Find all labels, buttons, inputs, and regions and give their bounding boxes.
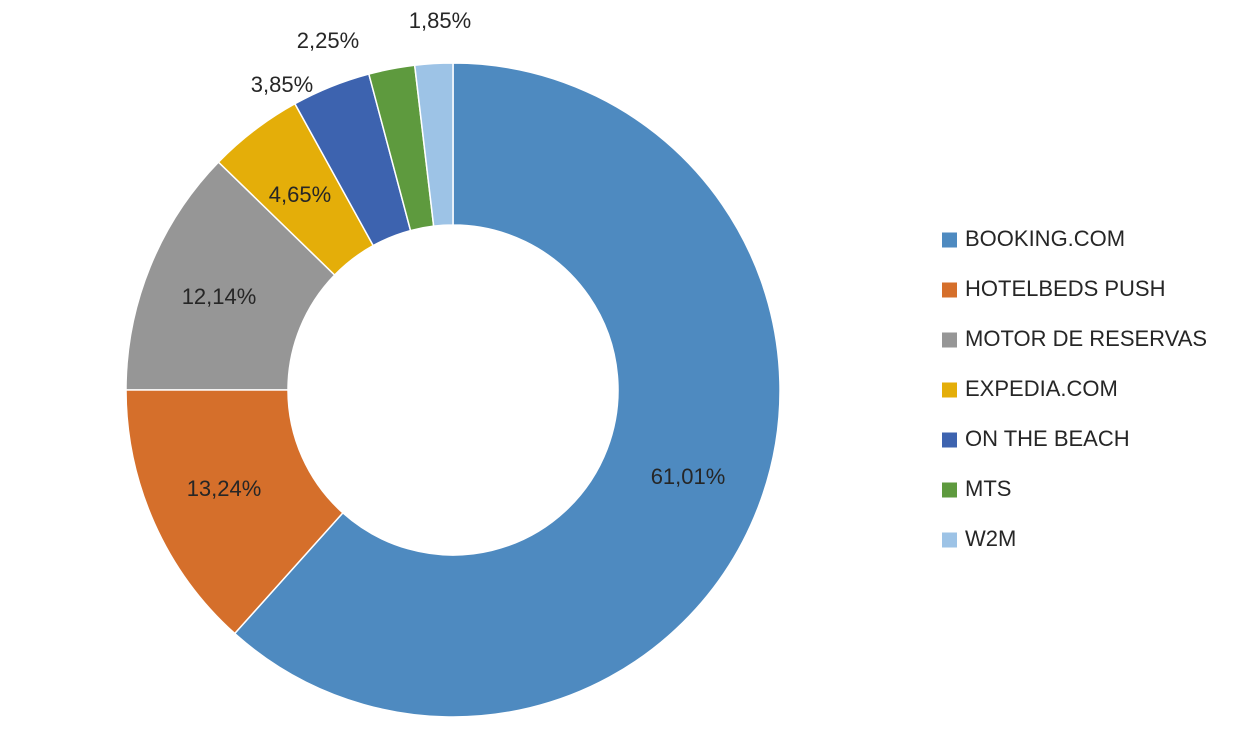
legend-swatch-expedia-com <box>942 382 957 398</box>
data-label-hotelbeds-push: 13,24% <box>187 476 262 501</box>
legend-swatch-on-the-beach <box>942 432 957 448</box>
chart-data-labels: 61,01% 13,24% 12,14% 4,65% 3,85% 2,25% 1,85% <box>182 8 726 501</box>
data-label-on-the-beach: 3,85% <box>251 72 313 97</box>
legend-swatch-w2m <box>942 532 957 548</box>
legend-swatch-booking-com <box>942 232 957 248</box>
slice-motor-de-reservas <box>125 161 336 391</box>
legend-label-motor-de-reservas: MOTOR DE RESERVAS <box>965 326 1207 351</box>
data-label-mts: 2,25% <box>297 28 359 53</box>
slice-hotelbeds-push <box>125 389 344 635</box>
legend-label-w2m: W2M <box>965 526 1016 551</box>
slice-booking-com <box>233 62 781 718</box>
legend-swatch-mts <box>942 482 957 498</box>
chart-legend: BOOKING.COM HOTELBEDS PUSH MOTOR DE RESERV… <box>942 226 1207 551</box>
slice-w2m <box>413 62 454 227</box>
legend-swatch-hotelbeds-push <box>942 282 957 298</box>
data-label-expedia-com: 4,65% <box>269 182 331 207</box>
legend-swatch-motor-de-reservas <box>942 332 957 348</box>
legend-label-booking-com: BOOKING.COM <box>965 226 1125 251</box>
legend-label-mts: MTS <box>965 476 1011 501</box>
data-label-booking-com: 61,01% <box>651 464 726 489</box>
legend-label-hotelbeds-push: HOTELBEDS PUSH <box>965 276 1166 301</box>
data-label-motor-de-reservas: 12,14% <box>182 284 257 309</box>
data-label-w2m: 1,85% <box>409 8 471 33</box>
legend-label-expedia-com: EXPEDIA.COM <box>965 376 1118 401</box>
legend-label-on-the-beach: ON THE BEACH <box>965 426 1130 451</box>
chart-slices <box>125 62 781 718</box>
